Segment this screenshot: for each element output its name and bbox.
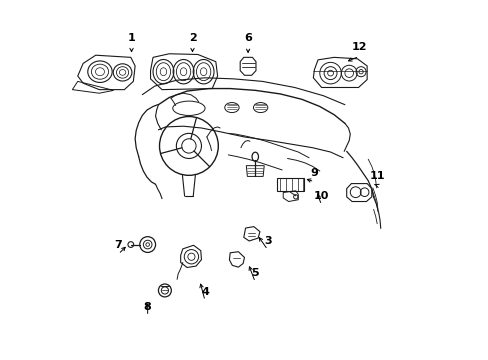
Text: 4: 4 [201,287,208,297]
Text: 12: 12 [351,42,366,52]
Text: 3: 3 [264,236,271,246]
Text: 2: 2 [188,33,196,43]
Text: 9: 9 [310,168,318,178]
Text: 10: 10 [313,191,328,201]
Text: 5: 5 [251,268,259,278]
Text: 6: 6 [244,33,251,43]
Text: 1: 1 [127,33,135,43]
Text: 7: 7 [114,240,122,250]
Text: 11: 11 [368,171,384,181]
Text: 8: 8 [143,302,151,312]
